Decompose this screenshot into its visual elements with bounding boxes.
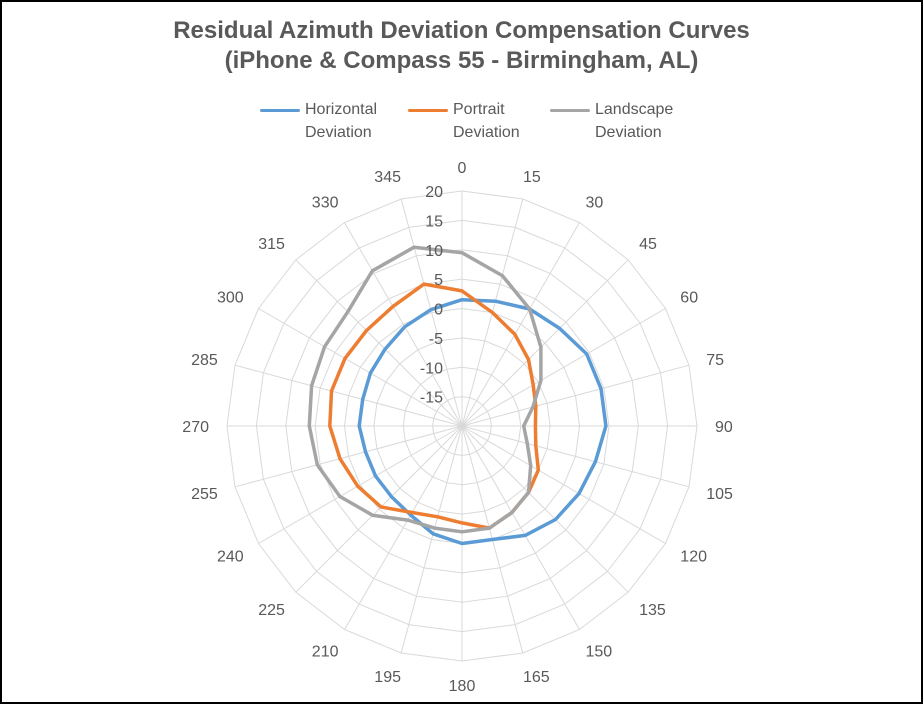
grid-spoke [461,425,690,488]
grid-spoke [295,425,463,593]
radial-tick-label: 5 [434,272,443,289]
radial-tick-label: 0 [434,302,443,319]
grid-spoke [461,308,666,427]
legend-swatch-portrait [408,109,448,112]
grid-spoke [461,364,690,427]
grid-spoke [461,425,629,593]
grid-spoke [461,222,580,427]
chart-title-line-2: (iPhone & Compass 55 - Birmingham, AL) [224,47,699,74]
series-line-landscape [307,245,543,534]
category-label: 15 [523,169,541,186]
grid-spoke [461,259,629,427]
legend-label-landscape: Landscape Deviation [595,101,674,141]
series-line-portrait [328,282,541,530]
radar-series [307,245,608,546]
legend: Horizontal Deviation Portrait Deviation … [2,98,921,148]
category-label: 225 [258,602,285,619]
legend-swatch-landscape [550,109,590,112]
radial-tick-label: 10 [425,243,443,260]
legend-label-portrait: Portrait Deviation [453,101,520,141]
category-label: 0 [458,160,467,177]
radial-tick-label: 15 [425,213,443,230]
grid-spoke [461,425,580,630]
grid-spoke [400,198,463,427]
grid-spoke [258,308,463,427]
radar-labels: -15 -10 -5 0 5 10 15 20 0 15 30 45 60 75 90 105 120 135 15… [182,160,733,695]
category-label: 285 [191,352,218,369]
category-label: 60 [680,290,698,307]
category-label: 330 [312,195,339,212]
radial-tick-label: -5 [429,331,443,348]
category-label: 345 [374,169,401,186]
category-label: 240 [217,549,244,566]
category-label: 150 [586,643,613,660]
category-label: 300 [217,290,244,307]
radial-tick-label: -15 [420,390,443,407]
grid-spoke [234,364,463,427]
category-label: 165 [523,669,550,686]
category-label: 90 [715,419,733,436]
grid-spoke [234,425,463,488]
category-label: 255 [191,486,218,503]
grid-spoke [461,425,666,544]
category-label: 30 [586,195,604,212]
category-label: 315 [258,236,285,253]
grid-spoke [258,425,463,544]
category-label: 120 [680,549,707,566]
category-label: 135 [639,602,666,619]
category-label: 270 [182,419,209,436]
radial-tick-label: 20 [425,184,443,201]
category-label: 45 [639,236,657,253]
grid-spoke [344,425,463,630]
grid-spoke [400,425,463,654]
grid-spoke [344,222,463,427]
category-label: 75 [706,352,724,369]
chart-title: Residual Azimuth Deviation Compensation … [2,16,921,76]
legend-swatch-horizontal [260,109,300,112]
grid-spoke [295,259,463,427]
category-label: 210 [312,643,339,660]
legend-label-horizontal: Horizontal Deviation [305,101,378,141]
radial-tick-label: -10 [420,360,443,377]
category-label: 195 [374,669,401,686]
category-label: 105 [706,486,733,503]
category-label: 180 [449,678,476,695]
chart-title-line-1: Residual Azimuth Deviation Compensation … [173,17,750,44]
radar-grid [226,190,698,662]
series-line-horizontal [357,297,608,546]
